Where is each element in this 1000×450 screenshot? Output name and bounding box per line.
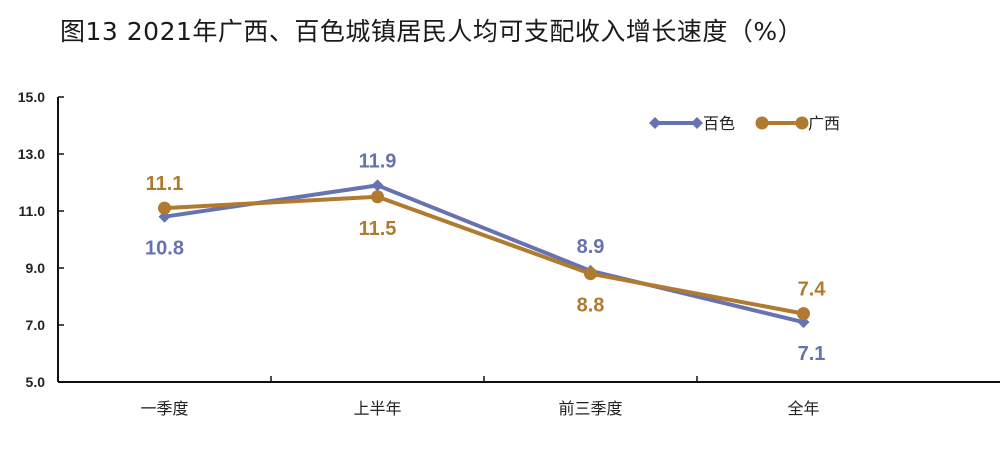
data-label: 7.1 bbox=[798, 343, 826, 365]
legend-label-guangxi: 广西 bbox=[808, 114, 840, 133]
y-tick-label: 7.0 bbox=[26, 317, 46, 333]
series-line bbox=[164, 183, 804, 325]
data-label: 8.8 bbox=[577, 295, 605, 317]
diamond-marker bbox=[371, 179, 384, 192]
diamond-icon bbox=[691, 117, 703, 129]
x-category-label: 一季度 bbox=[140, 399, 188, 418]
series-line bbox=[164, 194, 804, 316]
data-label: 8.9 bbox=[577, 236, 605, 258]
data-label: 11.9 bbox=[359, 150, 397, 172]
y-tick-label: 15.0 bbox=[18, 89, 45, 105]
series-guangxi bbox=[158, 190, 810, 321]
x-category-label: 前三季度 bbox=[558, 399, 622, 418]
legend: 百色 广西 bbox=[649, 114, 840, 133]
y-tick-label: 11.0 bbox=[19, 203, 46, 219]
legend-label-baise: 百色 bbox=[703, 114, 735, 133]
x-category-label: 全年 bbox=[787, 399, 819, 418]
circle-marker bbox=[584, 267, 597, 281]
chart-title: 图13 2021年广西、百色城镇居民人均可支配收入增长速度（%） bbox=[60, 17, 804, 46]
data-label: 11.5 bbox=[359, 218, 397, 240]
data-label: 11.1 bbox=[146, 173, 184, 195]
circle-icon bbox=[755, 116, 769, 130]
y-tick-label: 13.0 bbox=[18, 146, 45, 162]
y-tick-label: 9.0 bbox=[26, 260, 46, 276]
circle-marker bbox=[158, 201, 171, 215]
circle-marker bbox=[797, 307, 810, 321]
data-label: 7.4 bbox=[798, 279, 827, 301]
x-category-label: 上半年 bbox=[353, 399, 401, 418]
y-tick-label: 5.0 bbox=[26, 374, 46, 390]
data-label: 10.8 bbox=[145, 238, 184, 260]
circle-icon bbox=[795, 116, 809, 130]
diamond-icon bbox=[649, 117, 661, 129]
circle-marker bbox=[371, 190, 384, 204]
